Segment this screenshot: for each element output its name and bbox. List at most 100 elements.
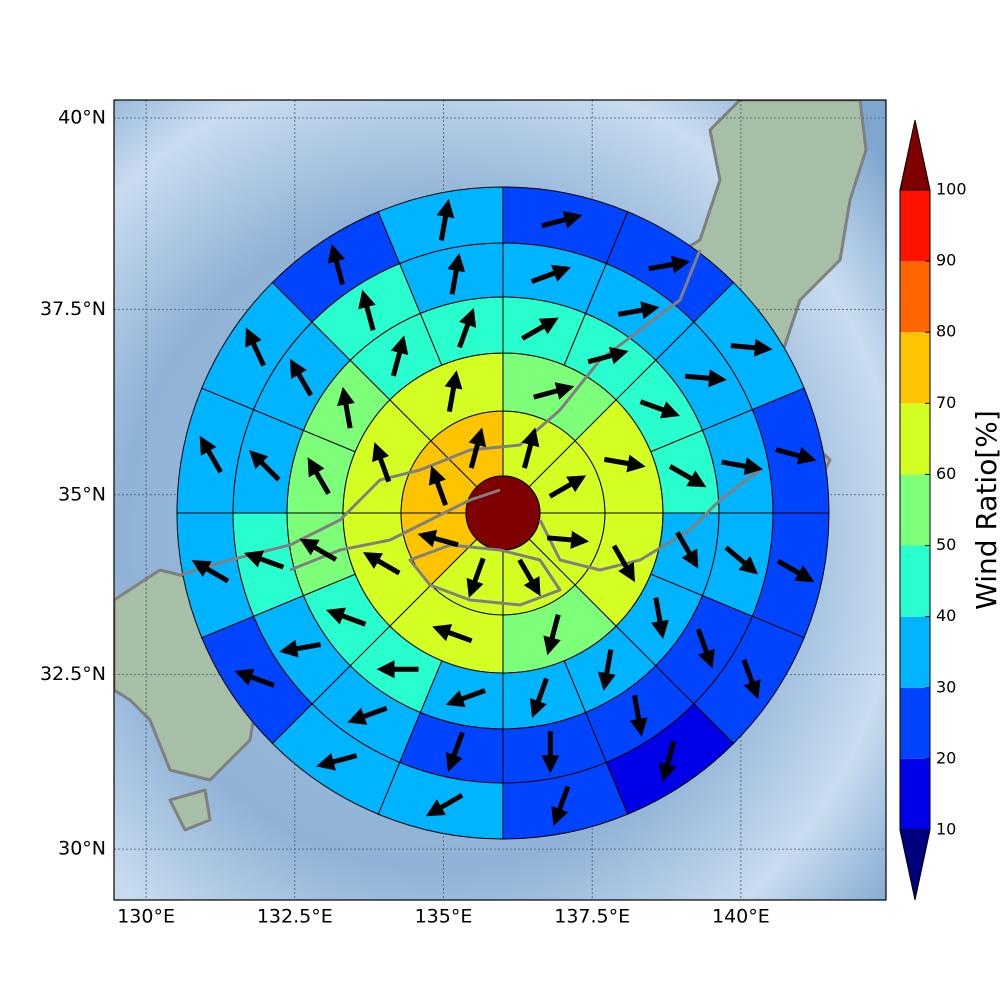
colorbar-bin [900,190,930,262]
wind-arrow [530,264,572,284]
colorbar-bin [900,758,930,830]
colorbar: 10 20 30 40 50 60 70 80 90 100 [899,119,967,901]
colorbar-tick-label: 10 [936,820,956,839]
wind-arrow [541,731,560,774]
wind-arrow [695,628,715,669]
wind-arrow [436,199,455,241]
wind-arrow [721,457,763,476]
wind-arrow [684,369,727,388]
colorbar-over [899,119,931,191]
axis-ticks: 130°E 132.5°E 135°E 137.5°E 140°E 30°N 32.5°N 3… [40,106,770,927]
wind-arrow [529,677,549,719]
wind-arrow [551,785,571,826]
wind-arrow [325,607,367,627]
y-tick-label: 37.5°N [40,298,106,320]
wind-arrow [521,427,540,469]
colorbar-bin [900,687,930,759]
wind-arrow [289,358,314,397]
x-tick-label: 137.5°E [554,906,630,928]
sector [377,186,504,265]
wind-arrow [776,558,815,583]
wind-arrow [358,289,376,331]
colorbar-bin [900,474,930,546]
colorbar-tick-label: 60 [936,464,956,483]
wind-arrow [651,597,669,640]
colorbar-under [899,829,931,901]
colorbar-bin [900,261,930,333]
wind-arrow [597,649,616,691]
wind-arrow [639,399,680,419]
colorbar-tick-label: 100 [936,180,967,199]
x-tick-label: 130°E [117,906,175,928]
wind-arrow [390,335,409,377]
wind-arrow [327,243,346,286]
colorbar-tick-label: 80 [936,322,956,341]
wind-arrow [517,558,541,597]
wind-arrow [444,370,463,413]
wind-arrow [245,327,266,367]
colorbar-bin [900,332,930,404]
wind-arrow [668,464,707,488]
wind-arrow [445,731,465,772]
wind-arrow [603,454,646,473]
colorbar-tick-label: 20 [936,748,956,767]
wind-arrow [347,705,388,725]
wind-arrow [425,793,464,817]
wind-arrow [428,465,448,507]
arrows [191,199,817,826]
wind-arrow [417,529,459,548]
wind-arrow [675,531,699,569]
colorbar-bin [900,545,930,617]
colorbar-bin [900,616,930,688]
wind-arrow [730,338,773,357]
wind-arrow [541,210,583,229]
wind-arrow [307,457,331,495]
colorbar-tick-label: 70 [936,393,956,412]
wind-arrow [611,544,636,583]
colorbar-tick-label: 40 [936,606,956,625]
wind-arrow [521,317,559,341]
x-tick-label: 132.5°E [257,906,333,928]
wind-arrow [468,427,487,469]
wind-arrow [362,552,401,576]
wind-arrow [548,475,587,499]
colorbar-tick-label: 30 [936,677,956,696]
coastline [179,249,761,607]
colorbar-tick-label: 50 [936,535,956,554]
center-disk [465,475,541,551]
wind-arrow [432,624,473,644]
wind-arrow [337,386,355,429]
wind-arrow [299,538,338,562]
map-frame [113,99,887,901]
colorbar-tick-label: 90 [936,251,956,270]
wind-arrow [466,557,486,598]
wind-arrow [457,307,477,349]
wind-arrow [775,447,817,465]
wind-arrow [249,449,281,482]
wind-arrow [234,668,275,688]
x-tick-label: 135°E [415,906,473,928]
wind-arrow [376,660,419,679]
wind-arrow [629,694,648,737]
wind-arrow [724,545,759,575]
sectors [176,186,830,840]
y-tick-label: 35°N [58,483,106,505]
wind-arrow [243,550,285,570]
wind-arrow [648,255,691,274]
wind-arrow [199,435,223,474]
wind-arrow [445,688,486,708]
colorbar-frame [899,189,931,831]
wind-arrow [447,252,466,295]
wind-arrow [587,346,629,365]
wind-arrow [316,753,358,771]
colorbar-label: Wind Ratio[%] [970,410,1000,610]
wind-arrow [372,442,392,483]
y-tick-label: 40°N [58,106,106,128]
wind-arrow [741,658,761,700]
wind-arrow [191,560,230,584]
x-tick-label: 140°E [712,906,770,928]
colorbar-bin [900,403,930,475]
wind-arrow [547,530,590,549]
wind-arrow [658,740,677,782]
